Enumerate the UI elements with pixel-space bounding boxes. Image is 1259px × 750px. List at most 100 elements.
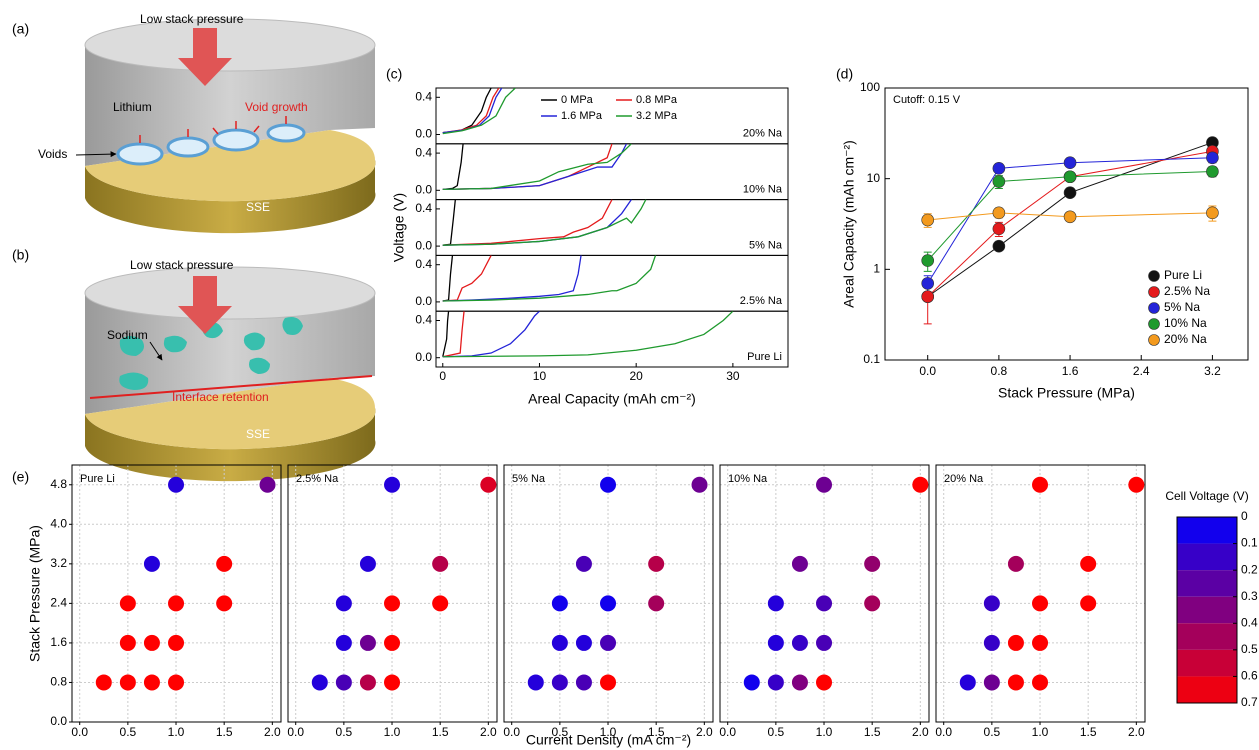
y-tick-label: 4.8: [50, 477, 67, 491]
voltage-curve: [443, 255, 453, 301]
point: [168, 595, 184, 611]
y-tick-label: 0.0: [415, 182, 432, 196]
point: [984, 595, 1000, 611]
page: { "panel_labels": ["(a)", "(b)", "(c)", …: [0, 0, 1259, 750]
pressure-label: Low stack pressure: [130, 258, 234, 272]
point: [648, 595, 664, 611]
panel-label: (a): [12, 21, 29, 37]
panel-label: 5% Na: [512, 473, 546, 485]
point: [792, 556, 808, 572]
legend-marker: [1149, 335, 1160, 346]
point: [768, 635, 784, 651]
colorbar-tick-label: 0.6: [1241, 669, 1258, 683]
voltage-curve: [443, 88, 491, 133]
point: [600, 635, 616, 651]
y-tick-label: 0.4: [415, 89, 432, 103]
point: [1032, 635, 1048, 651]
colorbar-tick-label: 0.7: [1241, 695, 1258, 709]
metal-top: [85, 19, 375, 71]
legend-marker: [1149, 287, 1160, 298]
electrolyte-label: SSE: [246, 427, 270, 441]
colorbar-tick-label: 0: [1241, 509, 1248, 523]
point: [1008, 674, 1024, 690]
x-tick-label: 1.5: [432, 725, 449, 739]
point: [144, 635, 160, 651]
panel-label: (c): [386, 66, 402, 82]
x-tick-label: 0.8: [991, 364, 1008, 378]
panel-label: 10% Na: [728, 473, 768, 485]
marker: [1064, 187, 1076, 199]
x-tick-label: 2.0: [912, 725, 929, 739]
voltage-curve: [443, 255, 656, 301]
y-tick-label: 100: [860, 80, 880, 94]
panel-label: (b): [12, 247, 29, 263]
pressure-label: Low stack pressure: [140, 12, 244, 26]
point: [1032, 477, 1048, 493]
void: [268, 125, 304, 141]
point: [1008, 556, 1024, 572]
point: [168, 477, 184, 493]
x-tick-label: 0.0: [919, 364, 936, 378]
panel-label: Pure Li: [747, 351, 782, 363]
colorbar-tick-label: 0.2: [1241, 562, 1258, 576]
point: [528, 674, 544, 690]
point: [576, 674, 592, 690]
x-axis-label: Areal Capacity (mAh cm⁻²): [528, 391, 696, 407]
point: [552, 674, 568, 690]
panel-label: 2.5% Na: [296, 473, 339, 485]
annotation: Cutoff: 0.15 V: [893, 94, 961, 106]
marker: [1064, 211, 1076, 223]
y-tick-label: 1.6: [50, 635, 67, 649]
voltage-curve: [443, 311, 464, 357]
illustration-b: Low stack pressure Sodium Interface rete…: [85, 258, 375, 481]
y-tick-label: 0.4: [415, 257, 432, 271]
point: [552, 635, 568, 651]
point: [576, 635, 592, 651]
point: [360, 635, 376, 651]
metal-top: [85, 267, 375, 319]
x-tick-label: 0.5: [120, 725, 137, 739]
colorbar-tick-label: 0.3: [1241, 589, 1258, 603]
point: [360, 674, 376, 690]
y-axis-label: Voltage (V): [391, 193, 407, 262]
point: [600, 477, 616, 493]
legend-label: Pure Li: [1164, 268, 1202, 282]
marker: [922, 255, 934, 267]
x-tick-label: 0: [439, 369, 446, 383]
void: [214, 130, 258, 150]
point: [648, 556, 664, 572]
y-tick-label: 2.4: [50, 596, 67, 610]
callout-label: Voids: [38, 147, 67, 161]
panel-label: 10% Na: [743, 184, 783, 196]
y-tick-label: 0.8: [50, 675, 67, 689]
marker: [1206, 165, 1218, 177]
colorbar-tick-label: 0.1: [1241, 536, 1258, 550]
x-tick-label: 20: [629, 369, 643, 383]
colorbar-band: [1177, 570, 1237, 597]
legend-label: 20% Na: [1164, 332, 1207, 346]
marker: [1064, 171, 1076, 183]
point: [768, 595, 784, 611]
point: [816, 595, 832, 611]
voltage-curve: [443, 311, 540, 357]
x-tick-label: 0.0: [503, 725, 520, 739]
y-tick-label: 0.0: [50, 714, 67, 728]
y-tick-label: 0.0: [415, 238, 432, 252]
colorbar-band: [1177, 597, 1237, 624]
y-tick-label: 0.1: [863, 352, 880, 366]
point: [960, 674, 976, 690]
marker: [993, 176, 1005, 188]
colorbar-band: [1177, 650, 1237, 677]
voltage-curve: [443, 144, 627, 190]
y-tick-label: 3.2: [50, 556, 67, 570]
marker: [993, 223, 1005, 235]
legend-label: 1.6 MPa: [561, 110, 603, 122]
marker: [1206, 207, 1218, 219]
x-tick-label: 30: [726, 369, 740, 383]
x-tick-label: 2.0: [696, 725, 713, 739]
x-tick-label: 1.0: [1032, 725, 1049, 739]
y-tick-label: 0.0: [415, 350, 432, 364]
legend-label: 5% Na: [1164, 300, 1200, 314]
point: [384, 477, 400, 493]
point: [1008, 635, 1024, 651]
